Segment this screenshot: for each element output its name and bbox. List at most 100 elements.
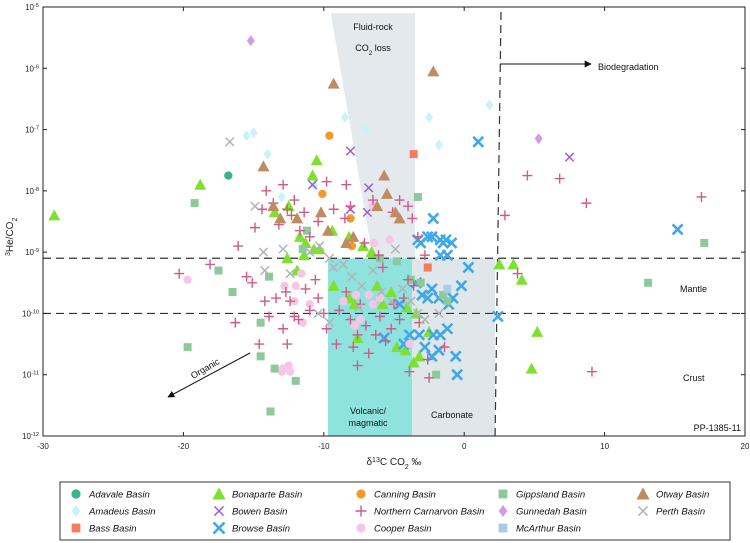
legend-marker-bonaparte-basin [212,487,226,500]
plot-frame [42,6,746,437]
x-tick-label: 0 [462,442,467,451]
point-perth-basin [328,262,339,273]
x-tick-label: -30 [37,442,49,451]
point-northern-carnarvon-basin [280,286,291,297]
point-bass-basin [423,263,432,272]
point-northern-carnarvon-basin [373,250,384,261]
y-tick-label: 10-5 [25,3,39,12]
point-browse-basin [427,212,440,225]
mantle-label: Mantle [680,284,707,294]
y-tick-label: 10-10 [22,309,39,318]
point-northern-carnarvon-basin [348,342,359,353]
point-perth-basin [368,265,378,276]
point-browse-basin [441,249,454,262]
legend-marker-bowen-basin [213,505,225,517]
point-perth-basin [386,296,396,306]
point-amadeus-basin [361,124,370,136]
point-northern-carnarvon-basin [512,268,523,279]
point-otway-basin [267,200,280,212]
series-otway-basin [257,65,440,248]
point-cooper-basin [339,296,348,306]
point-browse-basin [440,233,452,246]
fluid-rock-label: Fluid-rock [353,22,393,32]
point-bonaparte-basin [310,154,323,166]
point-browse-basin [393,298,406,311]
point-gippsland-basin [183,343,192,352]
point-perth-basin [260,265,270,276]
point-northern-carnarvon-basin [313,293,324,304]
point-northern-carnarvon-basin [286,210,297,221]
point-browse-basin [421,292,434,305]
point-gippsland-basin [375,254,384,263]
legend-marker-amadeus-basin [71,504,81,518]
point-browse-basin [449,350,462,363]
point-gippsland-basin [228,287,237,296]
point-northern-carnarvon-basin [278,323,289,334]
point-perth-basin [390,244,401,254]
point-gippsland-basin [302,226,311,235]
point-cooper-basin [351,290,361,300]
legend-item-bonaparte-basin: Bonaparte Basin [212,487,302,501]
legend-marker-bass-basin [71,523,81,533]
point-canning-basin [325,131,334,140]
point-bonaparte-basin [327,279,340,291]
point-bowen-basin [345,146,356,156]
point-northern-carnarvon-basin [310,274,321,285]
point-gippsland-basin [298,245,307,254]
legend-marker-otway-basin [636,487,650,500]
point-cooper-basin [375,293,385,303]
point-bonaparte-basin [371,279,384,291]
point-bonaparte-basin [194,178,207,190]
legend-item-amadeus-basin: Amadeus Basin [71,504,156,518]
point-gippsland-basin [266,407,275,416]
point-northern-carnarvon-basin [363,348,374,359]
point-browse-basin [425,282,438,295]
point-northern-carnarvon-basin [254,339,265,350]
point-browse-basin [403,328,416,341]
point-northern-carnarvon-basin [341,179,352,190]
point-cooper-basin [385,235,394,245]
point-cooper-basin [285,367,295,376]
point-gippsland-basin [190,199,199,208]
point-perth-basin [338,259,349,270]
point-gippsland-basin [256,318,265,327]
point-gippsland-basin [443,297,452,306]
legend-label-amadeus-basin: Amadeus Basin [88,507,156,518]
series-browse-basin [378,135,684,381]
point-browse-basin [671,223,684,236]
point-northern-carnarvon-basin [394,314,405,325]
point-bonaparte-basin [413,350,426,362]
legend-label-gunnedah-basin: Gunnedah Basin [516,507,587,518]
point-northern-carnarvon-basin [293,314,304,325]
point-gippsland-basin [644,278,653,287]
point-amadeus-basin [277,191,286,203]
point-northern-carnarvon-basin [334,305,345,316]
point-perth-basin [313,308,323,319]
point-amadeus-basin [425,111,434,123]
point-gippsland-basin [413,192,422,201]
point-perth-basin [305,247,315,257]
co2-loss-label: CO2 loss [355,43,391,57]
point-bonaparte-basin [525,362,538,374]
legend-label-perth-basin: Perth Basin [656,507,705,518]
point-northern-carnarvon-basin [394,195,405,206]
point-northern-carnarvon-basin [355,299,366,310]
point-bonaparte-basin [357,240,370,252]
legend-marker-mcarthur-basin [498,523,508,533]
legend-item-mcarthur-basin: McArthur Basin [498,523,581,535]
point-bonaparte-basin [385,285,398,297]
point-northern-carnarvon-basin [377,262,388,273]
point-bonaparte-basin [293,230,306,242]
point-perth-basin [347,271,357,282]
point-northern-carnarvon-basin [304,305,315,316]
point-browse-basin [441,322,454,335]
point-perth-basin [285,268,295,279]
point-cooper-basin [277,367,286,376]
x-tick-label: 20 [741,442,750,451]
y-tick-label: 10-11 [22,371,39,380]
point-northern-carnarvon-basin [360,320,371,331]
point-bonaparte-basin [376,298,389,310]
series-bass-basin [409,150,432,272]
chart-axes: -30 -20 -10 0 10 20 10-12 10-11 10-10 10-9 10-8 10-… [5,3,750,471]
